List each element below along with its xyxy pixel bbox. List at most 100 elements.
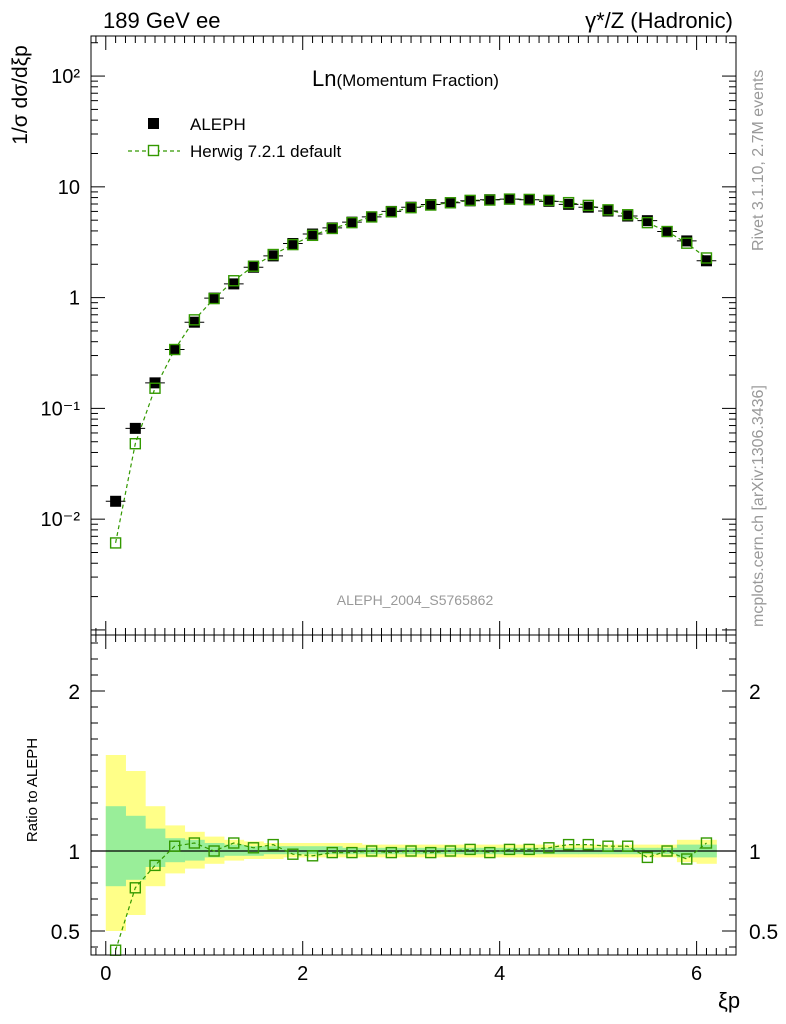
ratio-point — [247, 842, 260, 854]
header-left: 189 GeV ee — [103, 8, 220, 33]
main-axis-ticks — [91, 36, 737, 635]
mc-point — [385, 206, 398, 218]
ratio-point — [129, 882, 142, 894]
analysis-id: ALEPH_2004_S5765862 — [337, 592, 494, 608]
main-plot-frame — [90, 35, 737, 636]
main-ytick-label: 1 — [69, 288, 80, 310]
data-point — [228, 278, 240, 290]
mc-point — [661, 225, 673, 238]
ratio-point — [287, 848, 299, 860]
ratio-band-inner — [145, 828, 166, 867]
mc-point — [543, 194, 555, 207]
x-tick-label: 2 — [297, 963, 308, 985]
mc-point — [109, 537, 122, 549]
mc-point — [681, 237, 693, 249]
mc-point — [267, 248, 279, 261]
data-point — [425, 199, 437, 211]
mc-point — [287, 238, 299, 251]
ratio-point — [523, 843, 535, 856]
data-point — [622, 210, 634, 222]
mc-line — [115, 198, 707, 544]
mc-point — [149, 382, 161, 394]
ratio-ylabel: Ratio to ALEPH — [24, 738, 41, 842]
legend-data-label: ALEPH — [190, 115, 246, 134]
data-point — [563, 198, 575, 210]
ratio-point — [464, 843, 476, 856]
ratio-point — [503, 843, 516, 856]
mc-point — [641, 216, 654, 229]
x-tick-label: 6 — [691, 963, 702, 985]
data-point — [681, 235, 693, 247]
legend-data-marker — [148, 118, 159, 129]
mc-point — [169, 343, 181, 356]
main-ytick-label: 10⁻² — [41, 509, 81, 531]
data-point — [661, 226, 673, 238]
ratio-point — [543, 842, 555, 854]
main-ytick-label: 10 — [58, 177, 80, 199]
ratio-point — [149, 859, 161, 872]
ratio-point — [346, 846, 358, 859]
mc-point — [464, 194, 476, 207]
ratio-point — [208, 845, 220, 857]
mc-point — [602, 204, 614, 216]
main-ylabel: 1/σ dσ/dξp — [9, 45, 32, 145]
ratio-ytick-label-right: 0.5 — [749, 921, 778, 944]
ratio-point — [405, 845, 417, 857]
ratio-band-inner — [223, 844, 245, 856]
ratio-line — [115, 842, 707, 951]
mc-point — [326, 222, 338, 235]
header-right: γ*/Z (Hadronic) — [585, 8, 733, 33]
data-point — [366, 211, 378, 223]
ratio-ytick-label-right: 1 — [749, 841, 761, 864]
data-point — [582, 201, 594, 213]
data-point — [169, 344, 181, 356]
ratio-point — [444, 845, 457, 857]
data-point — [188, 316, 200, 328]
data-point — [346, 216, 358, 228]
ratio-point — [228, 837, 240, 849]
data-point — [543, 195, 555, 207]
data-point — [464, 195, 476, 207]
mc-point — [208, 292, 220, 305]
ratio-ytick-label-left: 1 — [68, 841, 80, 864]
ratio-point — [641, 851, 654, 864]
mc-point — [129, 437, 142, 450]
mc-point — [562, 196, 575, 209]
data-point — [602, 205, 614, 217]
ratio-uncertainty-bands — [91, 755, 736, 931]
ratio-point — [188, 837, 201, 849]
ratio-band-inner — [283, 846, 304, 855]
data-point — [110, 495, 122, 507]
ratio-point — [700, 837, 713, 849]
main-series — [105, 193, 717, 549]
data-point — [326, 222, 338, 234]
data-point — [208, 292, 220, 304]
mc-point — [523, 193, 535, 206]
ratio-point — [681, 853, 693, 865]
mcplots-info: mcplots.cern.ch [arXiv:1306.3436] — [750, 385, 767, 627]
mc-point — [247, 260, 260, 272]
x-axis-label: ξp — [718, 988, 740, 1013]
plot-title: Ln(Momentum Fraction) — [312, 66, 499, 91]
mc-point — [503, 193, 516, 205]
main-ytick-label: 10⁻¹ — [41, 398, 81, 420]
legend: ALEPH Herwig 7.2.1 default — [128, 115, 341, 161]
mc-point — [188, 314, 201, 326]
x-tick-label: 0 — [100, 963, 111, 985]
data-point — [287, 237, 299, 249]
mc-point — [228, 275, 240, 287]
data-point — [444, 197, 456, 209]
main-ytick-label: 10² — [51, 66, 80, 88]
ratio-plot-frame — [90, 634, 737, 956]
ratio-point — [306, 850, 319, 862]
ratio-point — [562, 838, 575, 851]
data-point — [385, 205, 397, 217]
mc-point — [405, 202, 417, 214]
plot-title-main: Ln — [312, 66, 336, 91]
ratio-ytick-label-left: 2 — [68, 681, 80, 704]
ratio-point — [169, 840, 181, 852]
data-point — [523, 194, 535, 206]
mc-point — [444, 197, 457, 209]
ratio-ytick-label-right: 2 — [749, 681, 761, 704]
data-point — [700, 255, 712, 267]
